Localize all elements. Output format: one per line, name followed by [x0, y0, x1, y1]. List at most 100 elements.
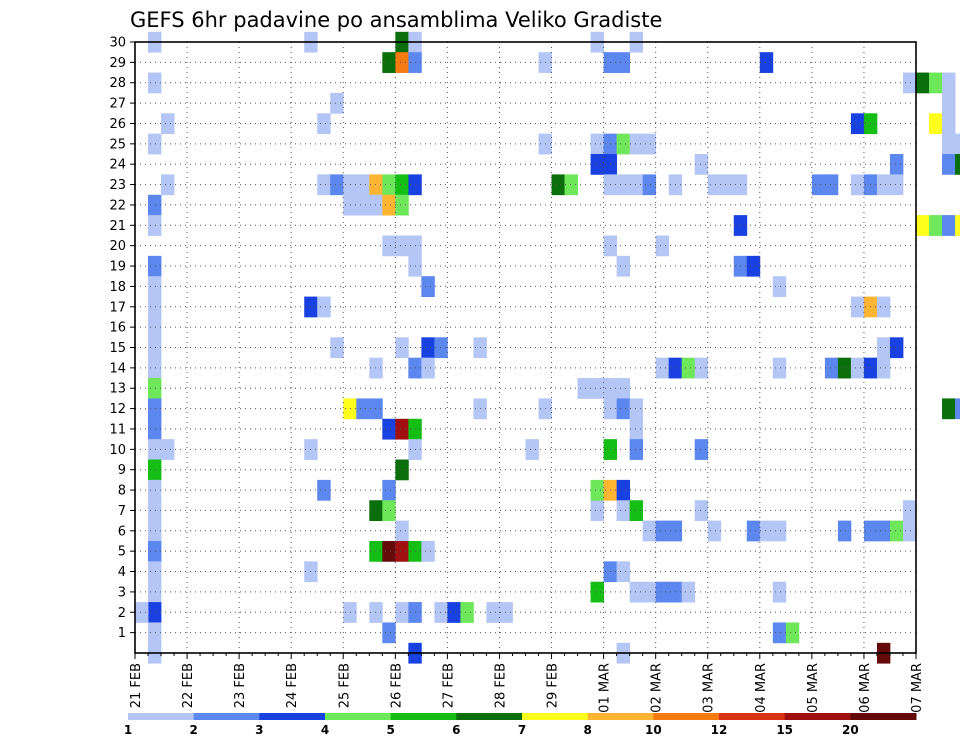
heatmap-cell [148, 337, 162, 359]
y-tick-label: 15 [109, 341, 126, 356]
colorbar-swatch [784, 713, 851, 720]
y-tick-label: 19 [109, 260, 126, 275]
heatmap-cell [942, 398, 956, 420]
heatmap-cell [955, 398, 960, 420]
y-tick-label: 7 [118, 504, 126, 519]
heatmap-cell [655, 235, 670, 257]
x-tick-label: 01 MAR [598, 663, 613, 713]
y-tick-label: 16 [109, 321, 126, 336]
y-tick-label: 27 [109, 97, 126, 112]
heatmap-cell [876, 357, 891, 379]
heatmap-cell [330, 92, 344, 114]
y-tick-label: 23 [109, 178, 126, 193]
heatmap-cell [642, 133, 657, 155]
heatmap-cell [642, 520, 657, 542]
heatmap-cell [148, 133, 162, 155]
heatmap-cell [681, 357, 696, 379]
colorbar-swatch [587, 713, 654, 720]
heatmap-cell [590, 378, 604, 399]
heatmap-cell [343, 174, 357, 196]
heatmap-cell [955, 215, 960, 236]
y-tick-label: 6 [118, 524, 126, 539]
heatmap-cell [369, 357, 383, 379]
heatmap-cell [317, 174, 331, 196]
heatmap-cell [655, 357, 670, 379]
x-tick-label: 02 MAR [650, 663, 665, 713]
heatmap-cell [330, 174, 344, 196]
heatmap-cell [590, 133, 604, 155]
heatmap-cell [395, 540, 409, 562]
heatmap-cell [759, 52, 774, 73]
heatmap-cell [590, 479, 604, 501]
heatmap-cell [148, 479, 162, 501]
x-tick-label: 07 MAR [910, 663, 925, 713]
heatmap-cell [395, 194, 409, 216]
heatmap-cell [785, 622, 800, 644]
heatmap-cell [902, 520, 917, 542]
heatmap-cell [356, 194, 370, 216]
x-axis: 21 FEB 22 FEB 23 FEB 24 FEB 25 FEB 26 FEB 27 F… [129, 653, 925, 713]
y-axis: 1234567891011121314151617181920212223242… [109, 36, 135, 641]
heatmap-cell [343, 602, 357, 623]
colorbar-swatch [653, 713, 720, 720]
y-tick-label: 2 [118, 606, 126, 621]
heatmap-cell [148, 581, 162, 603]
heatmap-cell [421, 276, 435, 297]
x-tick-label: 05 MAR [806, 663, 821, 713]
heatmap-cell [629, 439, 644, 460]
heatmap-cell [759, 520, 774, 542]
y-tick-label: 14 [109, 361, 126, 376]
colorbar-label: 20 [842, 723, 859, 737]
heatmap-cell [889, 520, 904, 542]
colorbar-label: 12 [711, 723, 728, 737]
heatmap-cell [395, 174, 409, 196]
heatmap-cell [161, 113, 175, 135]
heatmap-cell [629, 174, 644, 196]
heatmap-cell [876, 337, 891, 359]
heatmap-cell [421, 357, 435, 379]
heatmap-cell [148, 316, 162, 338]
y-tick-label: 29 [109, 56, 126, 71]
heatmap-cell [929, 72, 943, 94]
colorbar-swatch [390, 713, 457, 720]
y-tick-label: 4 [118, 565, 126, 580]
x-tick-label: 22 FEB [181, 663, 196, 708]
heatmap-cell [929, 113, 943, 135]
heatmap-cell [382, 622, 396, 644]
heatmap-cell [434, 337, 448, 359]
heatmap-cell [148, 561, 162, 583]
heatmap-cell [655, 520, 670, 542]
heatmap-cell [382, 540, 396, 562]
colorbar-label: 10 [645, 723, 662, 737]
heatmap-cell [772, 520, 787, 542]
heatmap-cell [850, 296, 865, 318]
heatmap-cell [369, 540, 383, 562]
colorbar-legend: 1 2 3 4 5 6 7 8 10 12 15 20 [124, 713, 917, 737]
heatmap-cell [929, 215, 943, 236]
heatmap-cell [564, 174, 578, 196]
heatmap-cell [772, 276, 787, 297]
heatmap-cell [655, 581, 670, 603]
heatmap-cell [707, 520, 722, 542]
heatmap-cell [772, 357, 787, 379]
heatmap-cell [942, 215, 956, 236]
heatmap-cell [369, 500, 383, 522]
heatmap-cell [148, 296, 162, 318]
y-tick-label: 8 [118, 484, 126, 499]
colorbar-swatch [325, 713, 392, 720]
colorbar-label: 6 [452, 723, 460, 737]
y-tick-label: 17 [109, 300, 126, 315]
heatmap-cell [447, 602, 461, 623]
heatmap-cell [421, 540, 435, 562]
heatmap-cell [382, 479, 396, 501]
heatmap-cell [642, 581, 657, 603]
y-tick-label: 9 [118, 463, 126, 478]
colorbar-label: 4 [321, 723, 329, 737]
heatmap-cell [395, 602, 409, 623]
heatmap-cell [369, 174, 383, 196]
y-tick-label: 28 [109, 76, 126, 91]
heatmap-cell [148, 276, 162, 297]
heatmap-cell [902, 72, 917, 94]
y-tick-label: 13 [109, 382, 126, 397]
